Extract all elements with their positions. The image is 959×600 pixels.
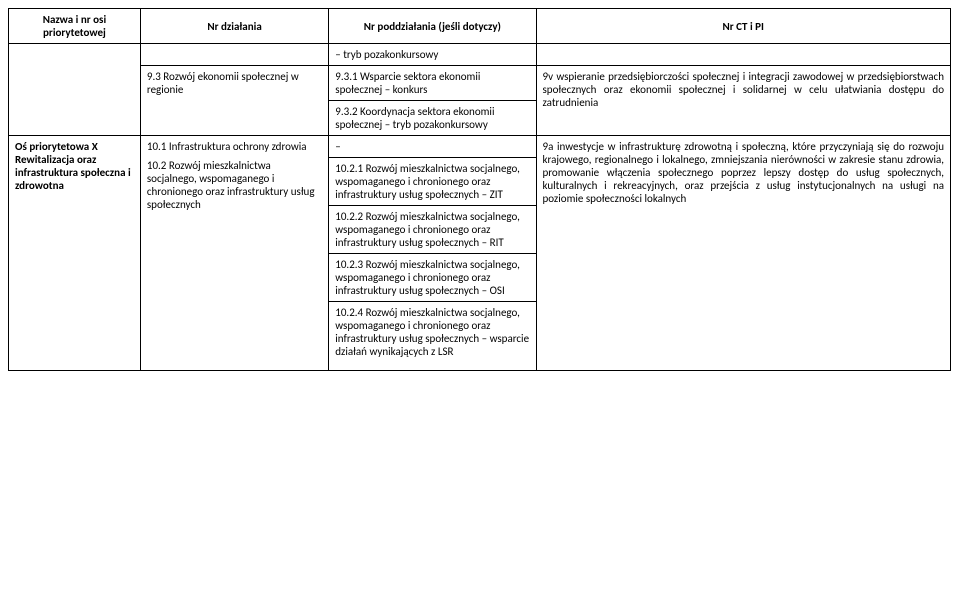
cell-os-prev — [9, 44, 141, 66]
text-102: 10.2 Rozwój mieszkalnictwa socjalnego, w… — [147, 159, 322, 211]
text-101: 10.1 Infrastruktura ochrony zdrowia — [147, 140, 322, 153]
cell-os10: Oś priorytetowa X Rewitalizacja oraz inf… — [9, 136, 141, 371]
header-col3: Nr poddziałania (jeśli dotyczy) — [329, 9, 536, 44]
cell-poddz-tryb: – tryb pozakonkursowy — [329, 44, 536, 66]
cell-ct-9a: 9a inwestycje w infrastrukturę zdrowotną… — [536, 136, 951, 371]
header-col4: Nr CT i PI — [536, 9, 951, 44]
table-row: 9.3 Rozwój ekonomii społecznej w regioni… — [9, 66, 951, 101]
cell-empty — [9, 66, 141, 101]
cell-empty — [329, 362, 536, 371]
cell-poddz-931: 9.3.1 Wsparcie sektora ekonomii społeczn… — [329, 66, 536, 101]
cell-poddz-1023: 10.2.3 Rozwój mieszkalnictwa socjalnego,… — [329, 254, 536, 302]
table-row: – tryb pozakonkursowy — [9, 44, 951, 66]
table-row: Oś priorytetowa X Rewitalizacja oraz inf… — [9, 136, 951, 158]
cell-dz-93: 9.3 Rozwój ekonomii społecznej w regioni… — [140, 66, 328, 136]
cell-dz-prev — [140, 44, 328, 66]
header-col2: Nr działania — [140, 9, 328, 44]
cell-poddz-932: 9.3.2 Koordynacja sektora ekonomii społe… — [329, 101, 536, 136]
cell-poddz-1022: 10.2.2 Rozwój mieszkalnictwa socjalnego,… — [329, 206, 536, 254]
priority-table: Nazwa i nr osi priorytetowej Nr działani… — [8, 8, 951, 371]
cell-ct-prev — [536, 44, 951, 66]
table-header-row: Nazwa i nr osi priorytetowej Nr działani… — [9, 9, 951, 44]
cell-poddz-dash: – — [329, 136, 536, 158]
cell-ct-9v: 9v wspieranie przedsiębiorczości społecz… — [536, 66, 951, 136]
cell-empty — [9, 101, 141, 136]
header-col1: Nazwa i nr osi priorytetowej — [9, 9, 141, 44]
cell-poddz-1024: 10.2.4 Rozwój mieszkalnictwa socjalnego,… — [329, 302, 536, 363]
cell-dz-10x: 10.1 Infrastruktura ochrony zdrowia 10.2… — [140, 136, 328, 371]
cell-poddz-1021: 10.2.1 Rozwój mieszkalnictwa socjalnego,… — [329, 158, 536, 206]
